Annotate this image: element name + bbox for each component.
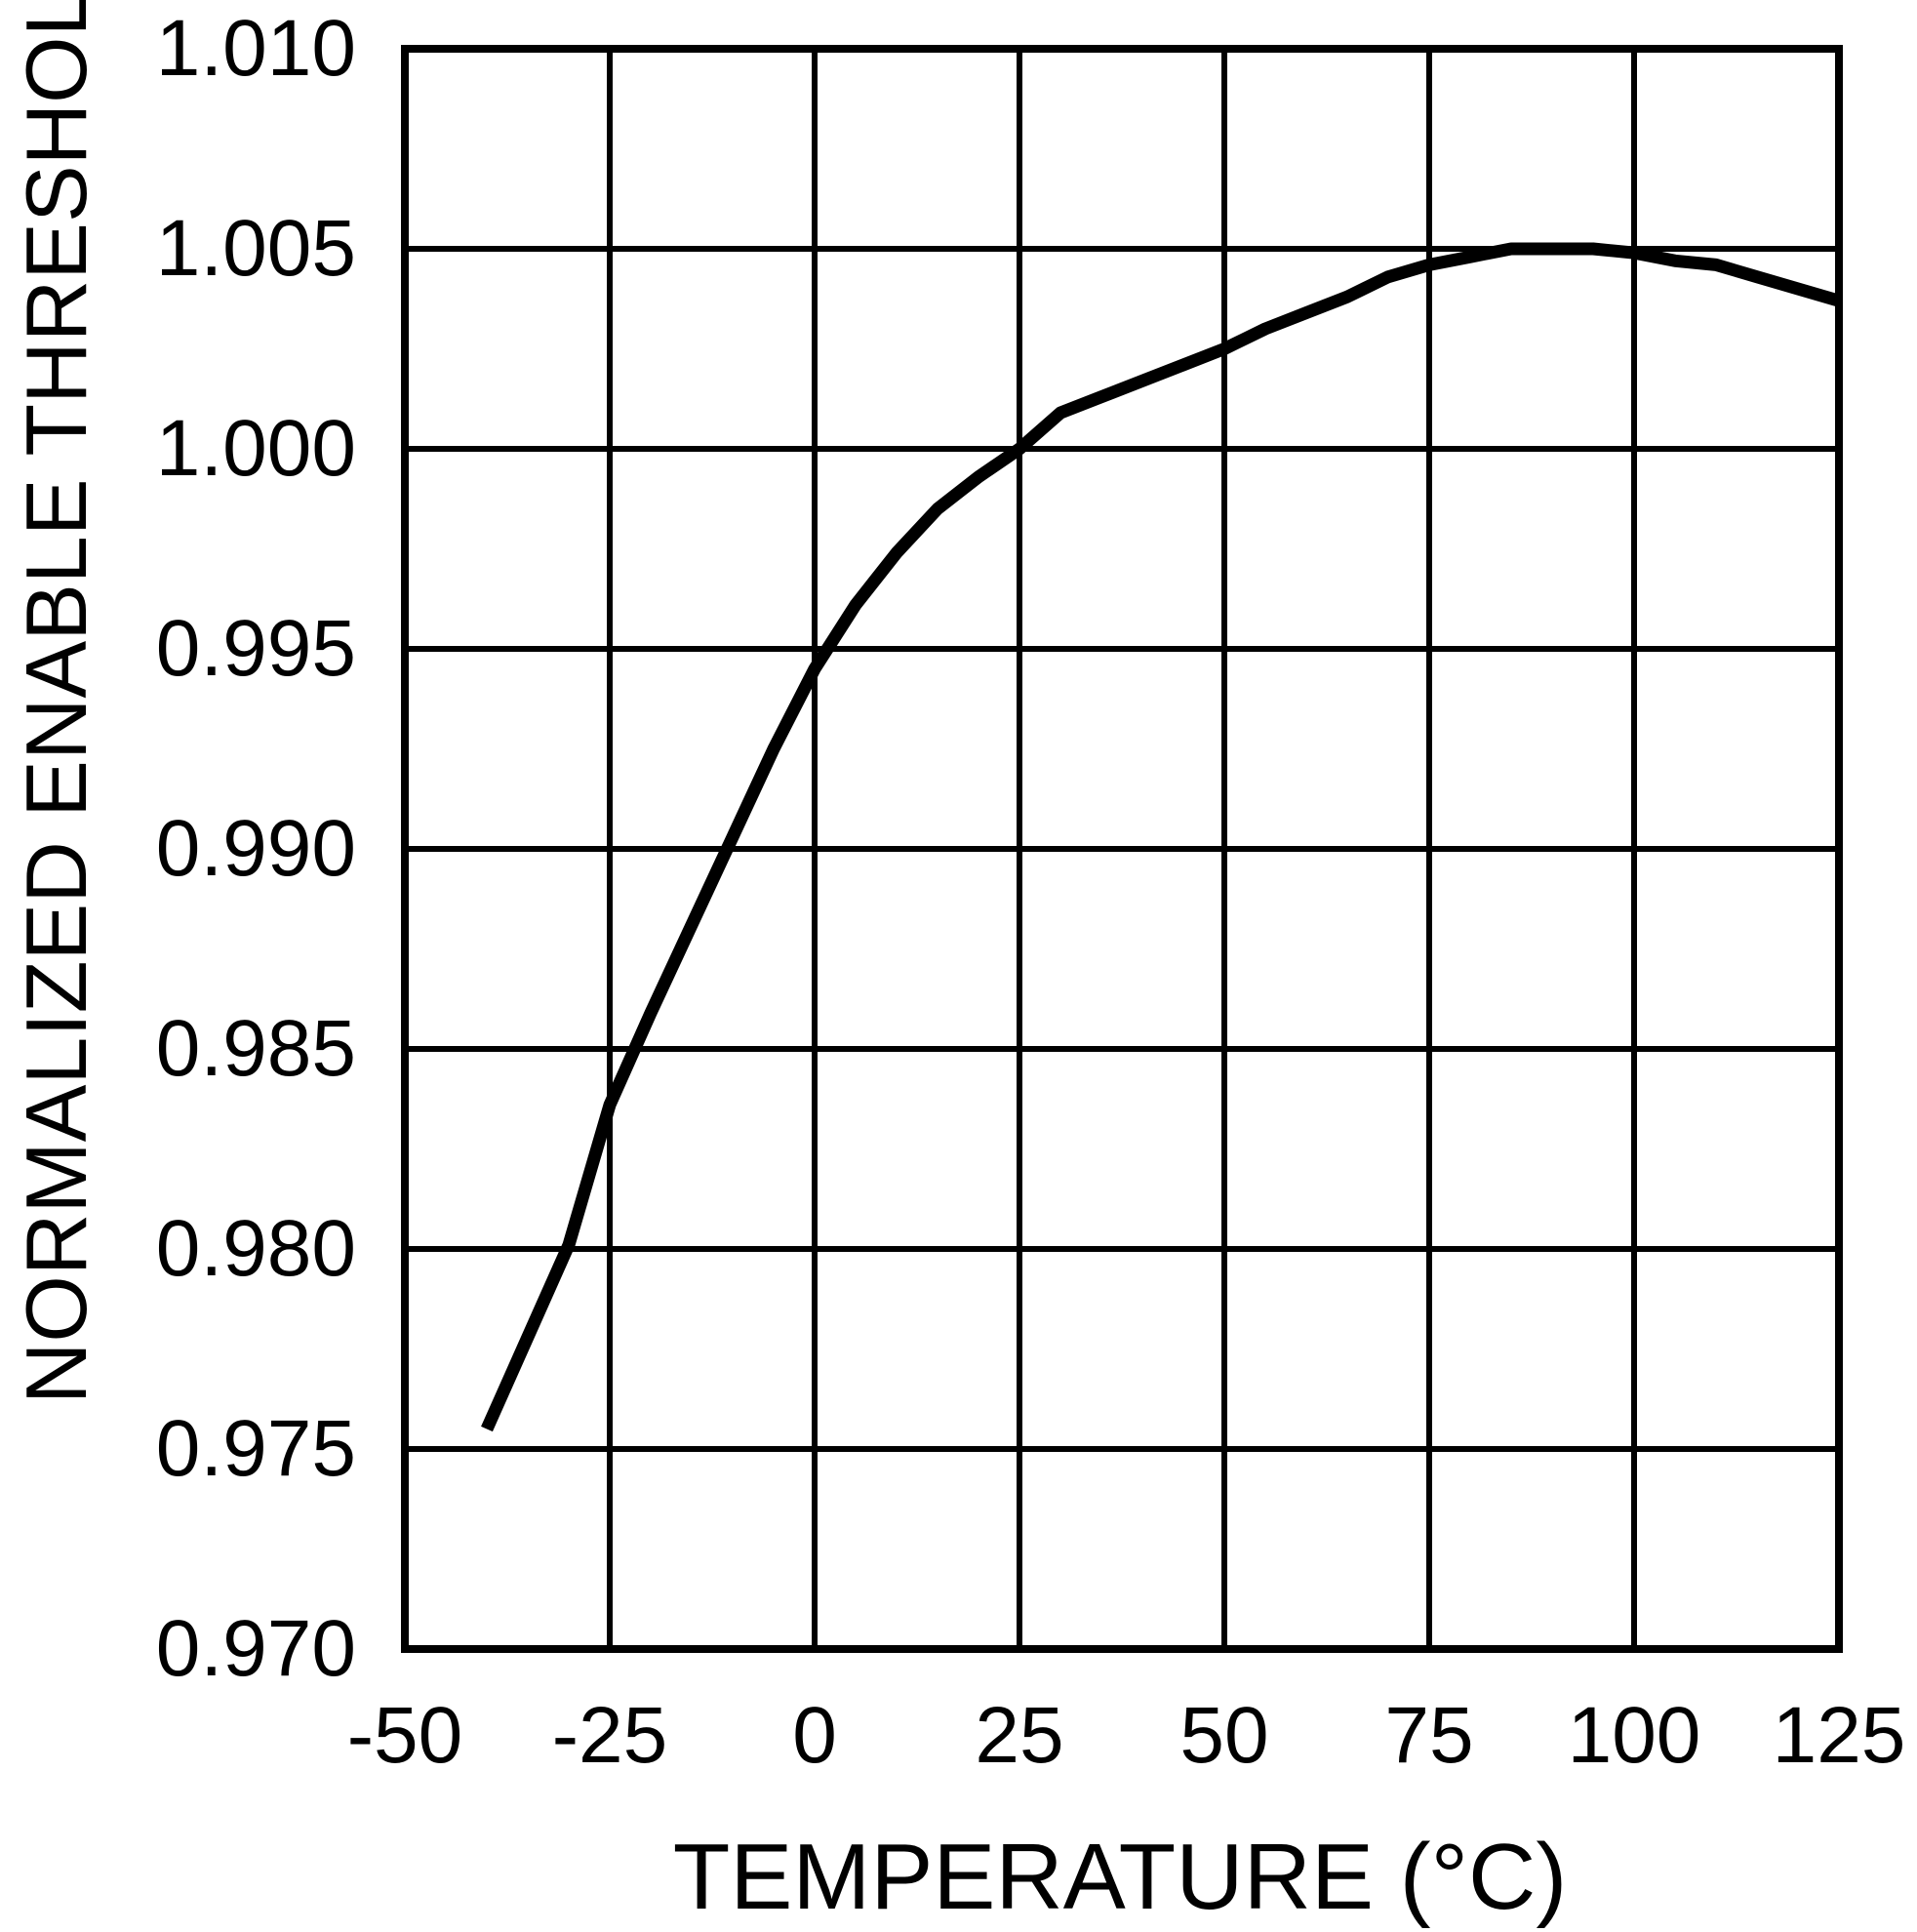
data-curve (481, 242, 1841, 1432)
x-axis-title: TEMPERATURE (°C) (672, 1825, 1568, 1929)
plot-frame (401, 45, 1843, 1653)
y-axis-title: NORMALIZED ENABLE THRESHOLD (8, 0, 104, 1405)
